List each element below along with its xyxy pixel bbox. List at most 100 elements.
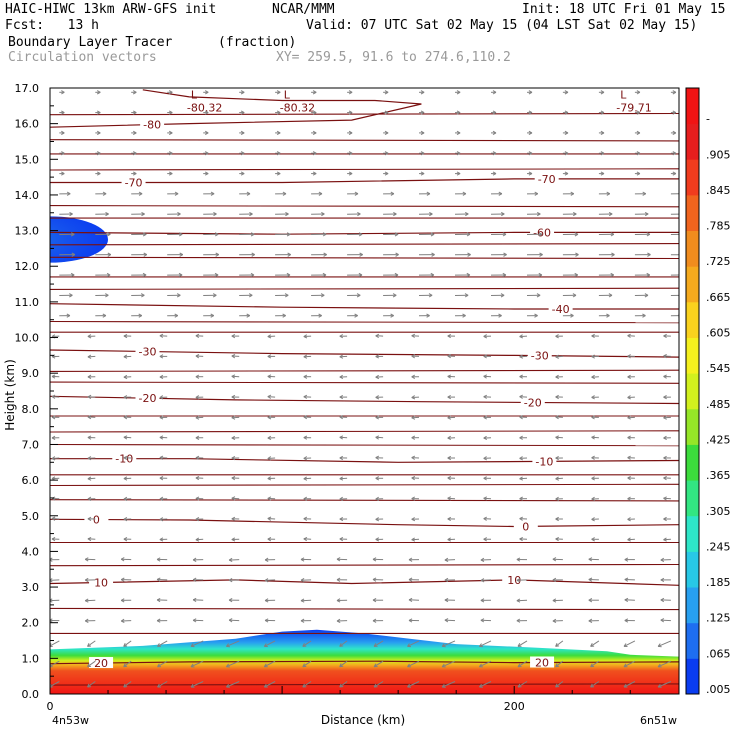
circulation-vector	[455, 90, 461, 95]
circulation-vector	[303, 456, 312, 461]
circulation-vector	[303, 394, 312, 399]
circulation-vector	[123, 435, 132, 440]
circulation-vector	[383, 130, 389, 136]
circulation-vector	[480, 618, 492, 623]
contour-label: -70	[538, 173, 556, 186]
circulation-vector	[375, 496, 384, 501]
circulation-vector	[375, 517, 384, 522]
level-line	[50, 499, 679, 502]
circulation-vector	[84, 598, 96, 603]
colorbar-swatch	[686, 551, 699, 588]
circulation-vector	[447, 354, 456, 359]
circulation-vector	[483, 374, 492, 379]
circulation-vector	[411, 374, 420, 379]
circulation-vector	[167, 293, 181, 298]
circulation-vector	[159, 333, 168, 338]
circulation-vector	[84, 557, 96, 562]
circulation-vector	[156, 577, 168, 582]
level-line	[50, 139, 679, 142]
level-line	[50, 320, 679, 324]
circulation-vector	[447, 333, 456, 339]
circulation-vector	[407, 660, 420, 668]
colorbar-label: .605	[706, 327, 731, 340]
minimum-marker: L	[284, 88, 291, 101]
circulation-vector	[120, 577, 132, 582]
circulation-vector	[264, 578, 276, 583]
circulation-vector	[190, 681, 204, 688]
circulation-vector	[167, 110, 173, 115]
circulation-vector	[562, 211, 577, 217]
circulation-vector	[51, 374, 60, 379]
colorbar-swatch	[686, 480, 699, 517]
circulation-vector	[131, 272, 147, 278]
circulation-vector	[347, 293, 361, 298]
circulation-vector	[454, 232, 471, 237]
circulation-vector	[59, 90, 65, 95]
circulation-vector	[59, 232, 75, 237]
circulation-vector	[167, 313, 179, 318]
contour-label: -30	[138, 346, 156, 359]
circulation-vector	[264, 618, 276, 623]
circulation-vector	[562, 293, 577, 298]
contour-label-bg	[89, 576, 114, 588]
colorbar-label: -	[706, 113, 710, 126]
circulation-vector	[87, 640, 96, 647]
circulation-vector	[263, 681, 276, 688]
circulation-vector	[231, 394, 240, 400]
circulation-vector	[483, 394, 492, 399]
header-init: Init: 18 UTC Fri 01 May 15	[522, 2, 726, 17]
circulation-vector	[339, 660, 348, 668]
circulation-vector	[263, 640, 276, 647]
colorbar-label: .065	[706, 647, 731, 660]
y-tick-label: 15.0	[15, 153, 40, 166]
circulation-vector	[159, 435, 168, 440]
circulation-vector	[267, 496, 276, 501]
level-line	[50, 168, 679, 171]
boundary-layer-tracer-fill	[50, 629, 679, 694]
circulation-vector	[527, 90, 533, 95]
circulation-vector	[95, 151, 101, 156]
circulation-vector	[588, 598, 599, 603]
colorbar-label: .125	[706, 612, 731, 625]
colorbar-label: .905	[706, 148, 731, 161]
colorbar-label: .845	[706, 184, 731, 197]
circulation-vector	[588, 557, 599, 562]
circulation-vector	[627, 476, 635, 481]
circulation-vector	[634, 110, 641, 115]
circulation-vector	[444, 557, 456, 563]
contour-label: -40	[552, 303, 570, 316]
circulation-vector	[598, 171, 605, 176]
level-line	[50, 256, 679, 260]
circulation-vector	[660, 618, 671, 623]
contour-label-bg	[140, 118, 165, 130]
circulation-vector	[444, 577, 456, 583]
circulation-vector	[562, 151, 569, 156]
circulation-vector	[372, 597, 384, 603]
circulation-vector	[167, 171, 173, 176]
circulation-vector	[59, 293, 73, 298]
circulation-vector	[526, 293, 541, 298]
circulation-vector	[123, 496, 132, 502]
circulation-vector	[95, 293, 109, 298]
level-line	[50, 563, 679, 567]
circulation-vector	[623, 660, 636, 668]
circulation-vector	[231, 435, 240, 441]
circulation-vector	[418, 252, 435, 257]
y-tick-label: 11.0	[15, 296, 40, 309]
circulation-vector	[195, 395, 204, 400]
circulation-vector	[95, 232, 111, 237]
circulation-vector	[670, 90, 677, 95]
circulation-vector	[339, 334, 348, 339]
circulation-vector	[231, 476, 240, 481]
circulation-vector	[555, 640, 564, 647]
axes-layer: 0.0 1.0 2.0 3.0 4.0 5.0 6.0 7.0 8.0 9.0 10.0 11.0 12…	[15, 82, 631, 713]
circulation-vector	[95, 110, 101, 115]
circulation-vector	[87, 660, 96, 668]
circulation-vector	[527, 110, 533, 115]
circulation-vector	[159, 476, 168, 481]
contour-label-bg	[548, 303, 573, 315]
circulation-vector	[303, 435, 312, 440]
circulation-vector	[598, 232, 615, 237]
circulation-vector	[627, 455, 635, 460]
circulation-vector	[195, 354, 204, 359]
